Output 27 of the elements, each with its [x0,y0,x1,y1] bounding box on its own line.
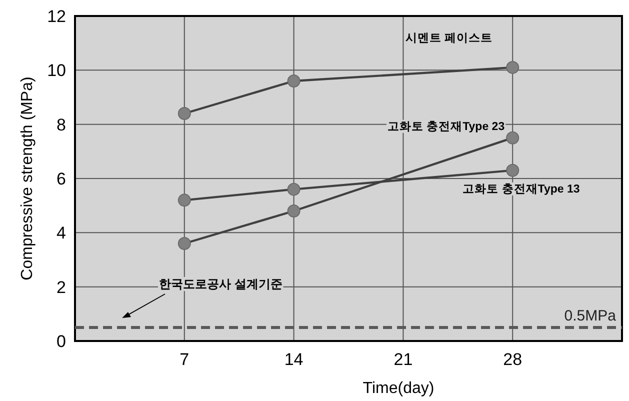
y-tick-label: 8 [56,115,66,134]
point [287,204,300,218]
ref-line-label: 0.5MPa [564,307,617,324]
point [178,107,191,120]
x-axis-title: Time(day) [362,380,434,397]
x-tick-label: 28 [503,350,522,369]
point [178,194,191,207]
point [287,74,300,88]
series-label: 고화토 충전재Type 23 [387,120,505,133]
text: 시멘트 페이스트 [405,32,493,44]
point [506,164,520,177]
point [506,60,520,74]
point [287,182,300,196]
y-tick-label: 10 [47,61,66,80]
y-tick-label: 2 [56,278,66,297]
x-tick-label: 21 [394,350,413,369]
y-axis-title: Compressive strength (MPa) [19,76,36,280]
x-tick-label: 7 [180,350,190,369]
point [178,237,191,250]
series-label: 고화토 충전재Type 13 [462,182,580,196]
y-tick-label: 0 [56,332,66,351]
y-tick-label: 4 [56,224,66,243]
x-tick-label: 14 [284,350,304,369]
annotation: 한국도로공사 설계기준 [159,277,282,291]
point [506,131,520,144]
y-tick-label: 12 [47,7,66,26]
y-tick-label: 6 [56,170,66,188]
